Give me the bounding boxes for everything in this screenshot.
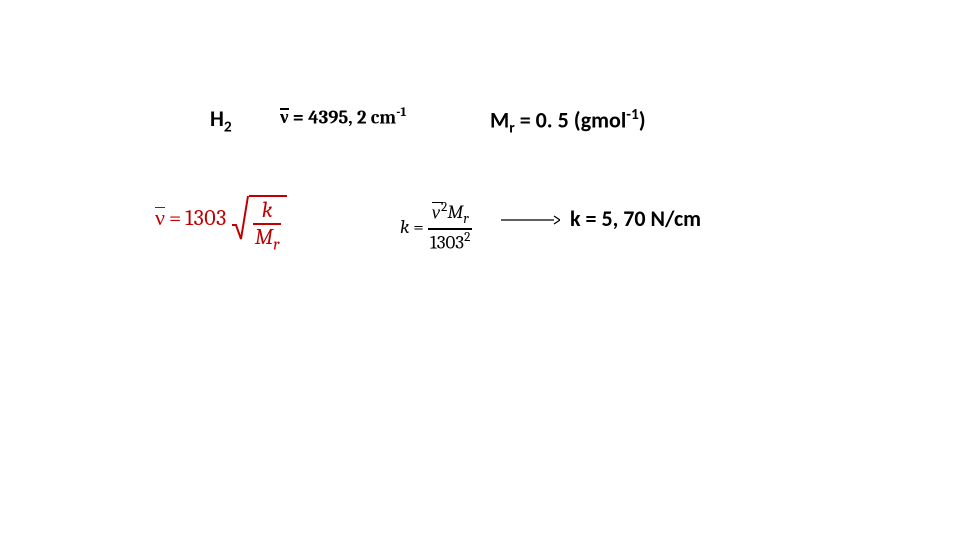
- molecule-label: H2: [210, 105, 232, 136]
- mr-exp: -1: [626, 105, 639, 124]
- nu-value: 4395, 2 cm: [308, 106, 396, 128]
- force-constant-formula: k = ν2 Mr 13032: [400, 201, 472, 253]
- wavenumber-formula: ν = 1303 k Mr: [155, 195, 287, 241]
- mr-symbol: Mr: [447, 201, 468, 223]
- fraction-numerator: ν2 Mr: [430, 201, 471, 227]
- fraction-nu2mr-over-1303sq: ν2 Mr 13032: [428, 201, 473, 253]
- molecule-base: H: [210, 105, 224, 132]
- k-lhs: k: [400, 216, 409, 238]
- nu-bar-squared: ν2: [432, 201, 448, 223]
- square-root: k Mr: [231, 195, 288, 241]
- equals-sign: =: [413, 216, 424, 238]
- radical-icon: [231, 195, 249, 241]
- mr-rest: = 0. 5 (gmol: [515, 106, 627, 133]
- fraction-denominator: Mr: [253, 226, 282, 254]
- mr-close: ): [639, 106, 646, 133]
- mr-base: M: [490, 106, 509, 133]
- equals-sign: =: [169, 205, 181, 231]
- constant-1303: 1303: [185, 205, 227, 231]
- nu-bar-symbol: ν: [280, 106, 289, 129]
- fraction-k-over-mr: k Mr: [253, 199, 282, 253]
- force-constant-result: k = 5, 70 N/cm: [570, 205, 701, 232]
- equals-sign: =: [289, 106, 309, 128]
- arrow-right-icon: [500, 213, 560, 227]
- reduced-mass-value: Mr = 0. 5 (gmol-1): [490, 105, 646, 138]
- molecule-sub: 2: [224, 117, 232, 136]
- nu-exponent: -1: [396, 105, 406, 120]
- fraction-numerator: k: [260, 199, 275, 222]
- fraction-denominator: 13032: [428, 231, 473, 253]
- wavenumber-value: ν = 4395, 2 cm-1: [280, 105, 406, 129]
- nu-bar-symbol: ν: [155, 205, 165, 231]
